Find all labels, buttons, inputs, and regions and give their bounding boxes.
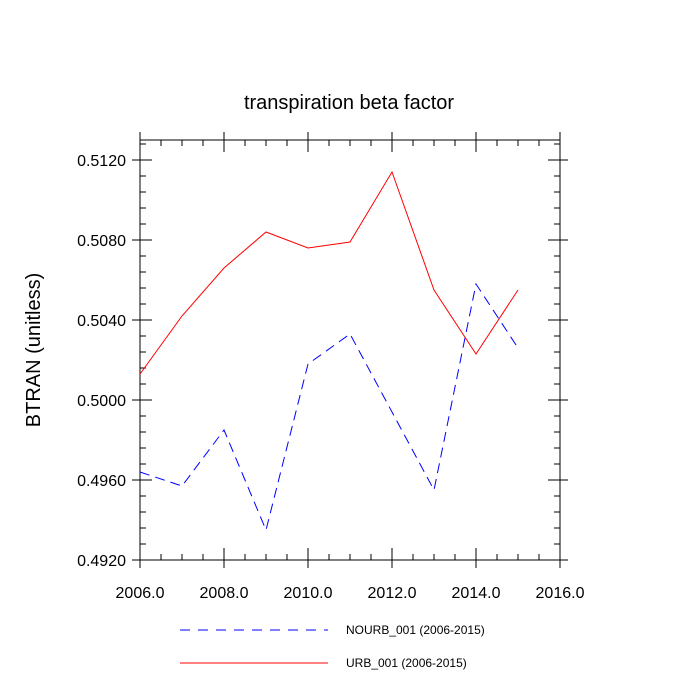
y-tick-label: 0.4920 <box>77 553 126 570</box>
y-tick-label: 0.5120 <box>77 153 126 170</box>
series-lines <box>139 170 519 532</box>
y-tick-label: 0.5000 <box>77 393 126 410</box>
x-tick-label: 2014.0 <box>452 585 501 602</box>
x-tick-label: 2006.0 <box>116 585 165 602</box>
y-tick-label: 0.4960 <box>77 473 126 490</box>
series-line <box>139 282 519 532</box>
y-tick-label: 0.5080 <box>77 233 126 250</box>
legend-label: URB_001 (2006-2015) <box>346 656 467 670</box>
y-axis-label: BTRAN (unitless) <box>23 273 45 427</box>
series-line <box>139 170 519 375</box>
legend-label: NOURB_001 (2006-2015) <box>346 623 485 637</box>
x-tick-label: 2016.0 <box>536 585 585 602</box>
chart-title: transpiration beta factor <box>244 92 454 114</box>
axis-ticks <box>132 132 568 568</box>
legend: NOURB_001 (2006-2015) URB_001 (2006-2015) <box>180 623 485 670</box>
plot-frame <box>139 139 561 561</box>
x-tick-label: 2012.0 <box>368 585 417 602</box>
x-tick-label: 2008.0 <box>200 585 249 602</box>
x-tick-label: 2010.0 <box>284 585 333 602</box>
y-tick-label: 0.5040 <box>77 313 126 330</box>
tick-labels: 2006.0 2008.0 2010.0 2012.0 2014.0 2016.0 0.49… <box>77 153 585 602</box>
